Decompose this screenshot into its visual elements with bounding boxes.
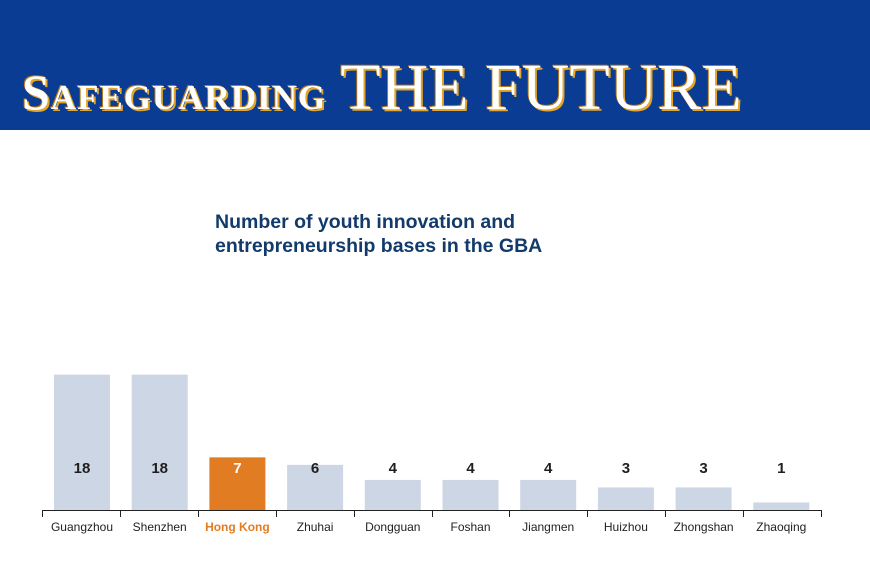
category-label-hong-kong: Hong Kong [205,520,270,534]
bar-foshan [442,479,499,510]
value-label-foshan: 4 [466,460,475,477]
category-label-foshan: Foshan [450,520,490,534]
bar-huizhou [597,487,654,510]
value-label-hong-kong: 7 [233,460,241,477]
page-title: Safeguarding THE FUTURE [22,50,742,126]
bar-zhaoqing [753,502,810,510]
category-label-huizhou: Huizhou [604,520,648,534]
title-part-1: Safeguarding [22,64,327,120]
category-label-guangzhou: Guangzhou [51,520,113,534]
value-label-zhaoqing: 1 [777,460,785,477]
value-label-huizhou: 3 [622,460,630,477]
value-label-zhuhai: 6 [311,460,319,477]
bar-jiangmen [520,479,577,510]
value-label-zhongshan: 3 [699,460,707,477]
bar-zhuhai [287,464,344,510]
value-label-shenzhen: 18 [151,460,168,477]
title-part-2: THE FUTURE [340,51,742,124]
category-label-zhaoqing: Zhaoqing [756,520,806,534]
category-label-zhongshan: Zhongshan [674,520,734,534]
value-label-jiangmen: 4 [544,460,553,477]
category-label-dongguan: Dongguan [365,520,420,534]
bar-hong-kong [209,457,266,510]
category-label-jiangmen: Jiangmen [522,520,574,534]
category-label-shenzhen: Shenzhen [133,520,187,534]
value-label-dongguan: 4 [389,460,398,477]
bar-guangzhou [54,374,110,510]
bar-dongguan [364,479,421,510]
bar-shenzhen [131,374,188,510]
bar-zhongshan [675,487,732,510]
header-banner: Safeguarding THE FUTURE [0,0,870,130]
category-label-zhuhai: Zhuhai [297,520,334,534]
chart-title: Number of youth innovation and entrepren… [215,211,543,257]
value-label-guangzhou: 18 [74,460,91,477]
